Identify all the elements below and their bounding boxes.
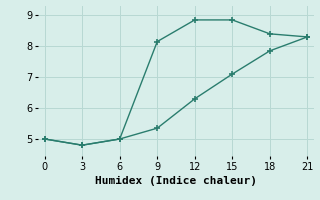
X-axis label: Humidex (Indice chaleur): Humidex (Indice chaleur): [95, 176, 257, 186]
